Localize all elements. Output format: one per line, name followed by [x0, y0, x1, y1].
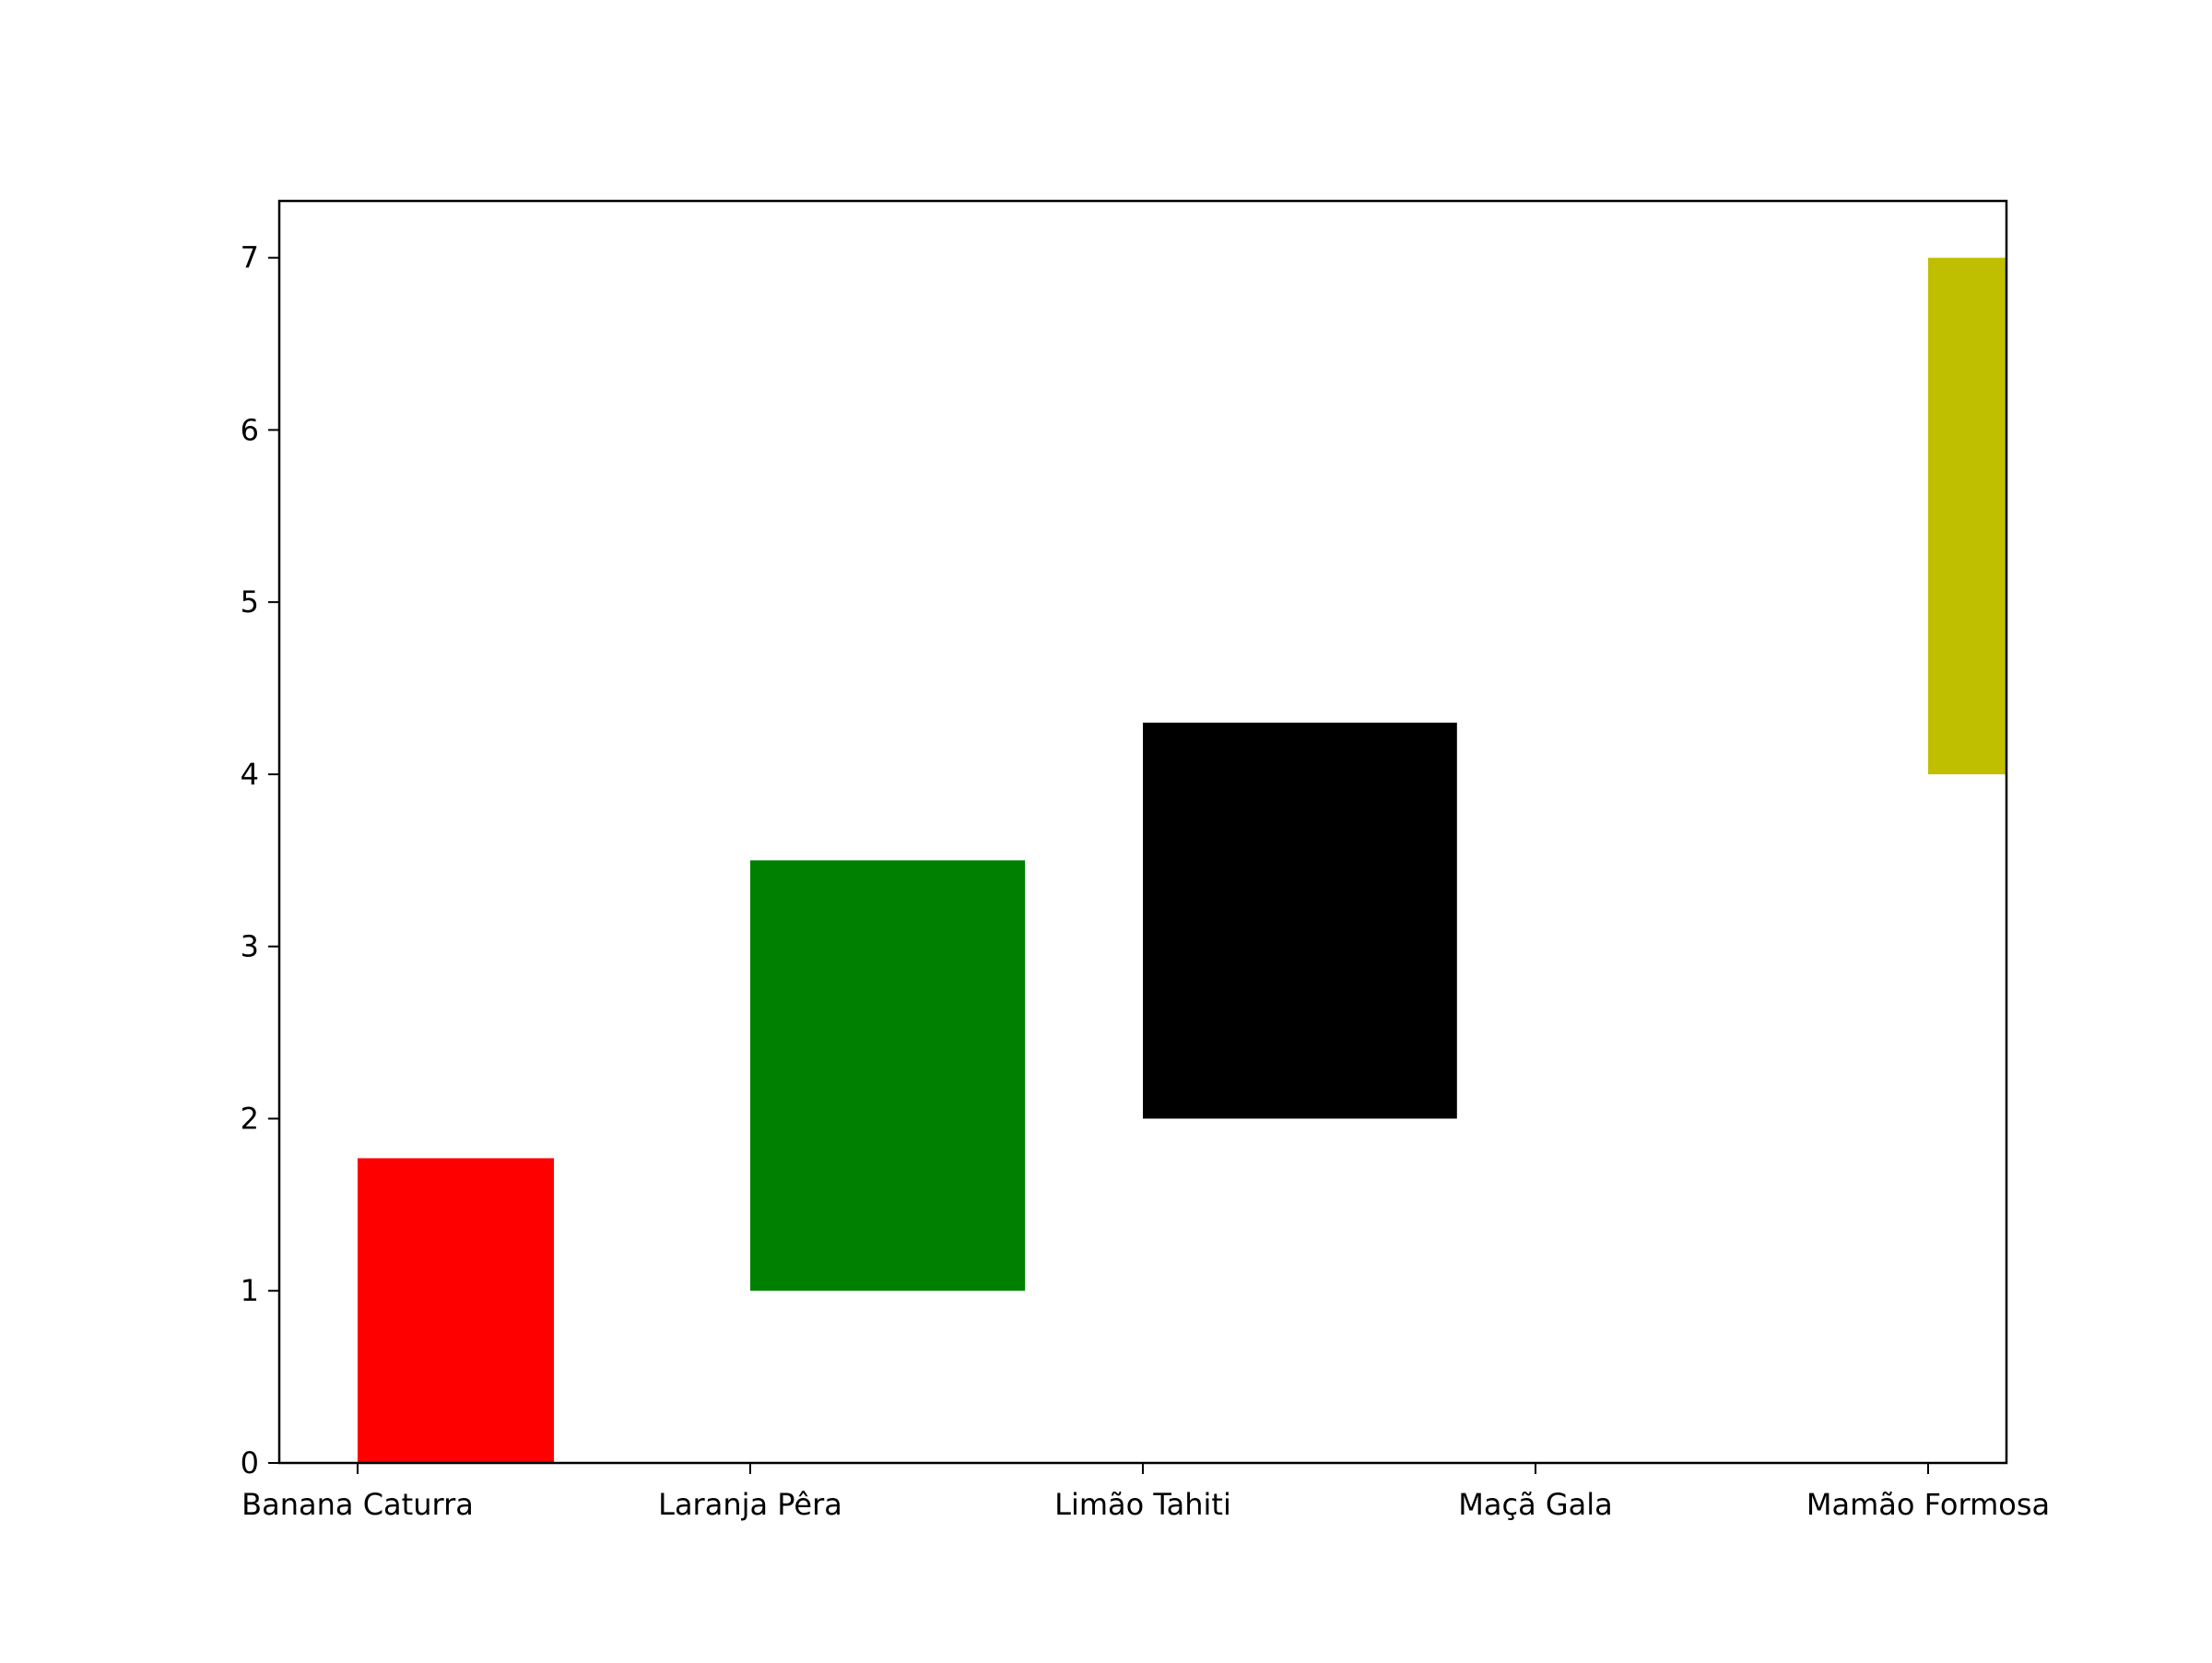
x-tick-label: Laranja Pêra [658, 1487, 842, 1522]
plot-frame [277, 199, 2008, 1465]
y-tick-label: 3 [241, 929, 259, 964]
x-tick-label: Mamão Formosa [1806, 1487, 2050, 1522]
bar-2 [750, 860, 1026, 1291]
x-tick-label: Maçã Gala [1458, 1487, 1613, 1522]
bar-1 [358, 1158, 554, 1463]
bars-layer [358, 257, 2007, 1463]
y-axis: 0 1 2 3 4 5 6 7 [241, 241, 279, 1480]
x-tick-label: Banana Caturra [241, 1487, 474, 1522]
y-tick-label: 2 [241, 1101, 259, 1136]
y-tick-label: 1 [241, 1273, 259, 1308]
x-axis: Banana Caturra Laranja Pêra Limão Tahiti Ma… [241, 1463, 2050, 1522]
y-tick-label: 6 [241, 412, 259, 447]
y-tick-label: 0 [241, 1445, 259, 1480]
y-tick-label: 7 [241, 241, 259, 276]
bar-3 [1143, 722, 1457, 1119]
x-tick-label: Limão Tahiti [1054, 1487, 1231, 1522]
y-tick-label: 5 [241, 584, 259, 619]
y-tick-label: 4 [241, 757, 259, 792]
bar-5 [1928, 257, 2007, 774]
